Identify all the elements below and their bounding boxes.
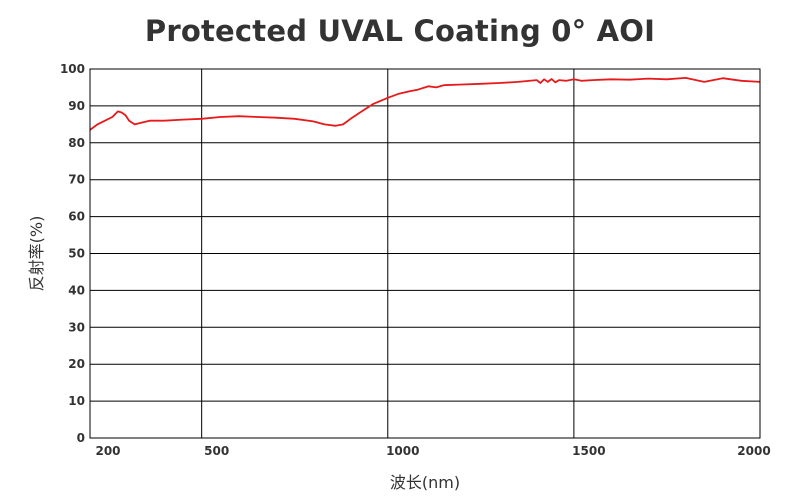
- y-tick-label: 30: [68, 320, 85, 334]
- y-tick-label: 90: [68, 99, 85, 113]
- y-tick-label: 60: [68, 210, 85, 224]
- tick-labels: 0 10 20 30 40 50 60 70 80 90 100 200 500 1000 1500 2000: [60, 62, 771, 458]
- x-tick-label: 2000: [737, 444, 770, 458]
- series-layer: [89, 77, 761, 131]
- y-tick-label: 70: [68, 173, 85, 187]
- x-tick-label: 200: [95, 444, 120, 458]
- y-tick-label: 10: [68, 394, 85, 408]
- y-tick-label: 80: [68, 136, 85, 150]
- y-axis-label: 反射率(%): [27, 216, 46, 292]
- y-tick-label: 20: [68, 357, 85, 371]
- x-axis-label: 波长(nm): [390, 473, 460, 492]
- x-tick-label: 1500: [572, 444, 605, 458]
- y-tick-label: 50: [68, 247, 85, 261]
- y-tick-label: 100: [60, 62, 85, 76]
- plot-frame: [89, 68, 761, 439]
- series-line: [89, 77, 761, 131]
- y-tick-label: 40: [68, 283, 85, 297]
- x-tick-label: 500: [204, 444, 229, 458]
- y-tick-label: 0: [77, 431, 85, 445]
- x-tick-label: 1000: [386, 444, 419, 458]
- chart-title: Protected UVAL Coating 0° AOI: [144, 14, 656, 48]
